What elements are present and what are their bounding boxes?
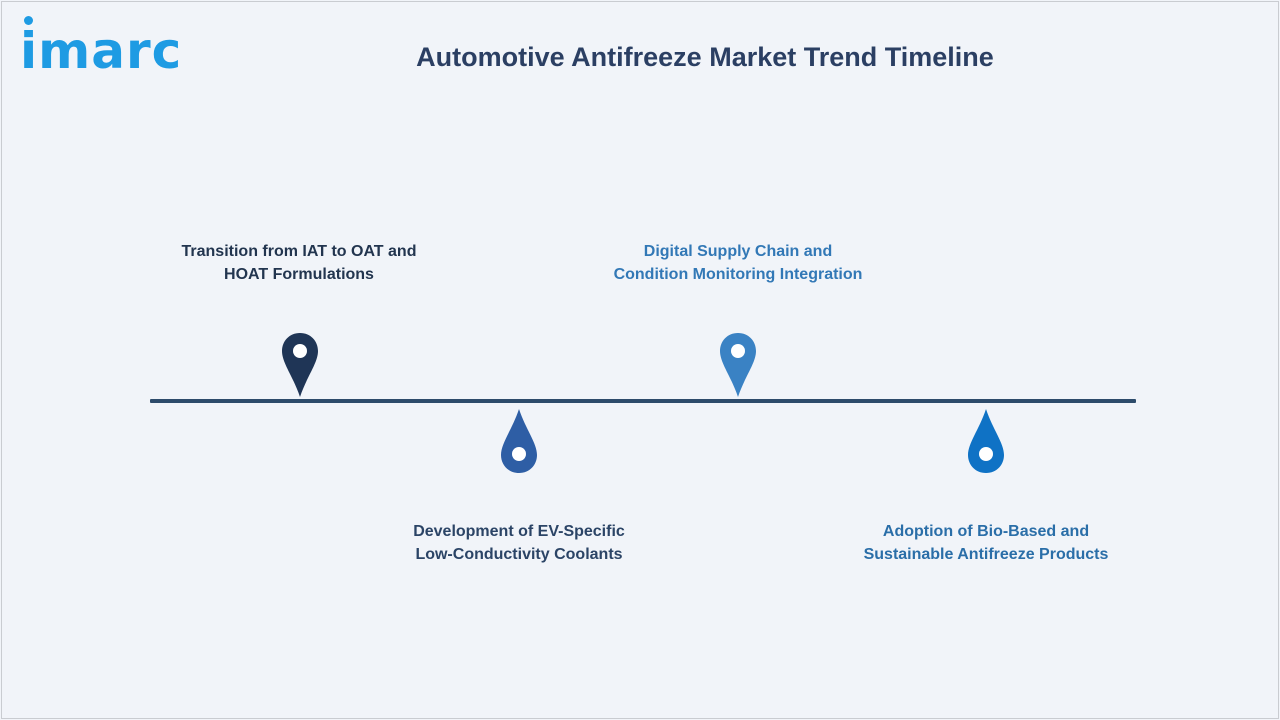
page-title: Automotive Antifreeze Market Trend Timel…: [416, 42, 994, 72]
timeline-pin-3: [719, 332, 757, 398]
imarc-logo: imarc: [20, 16, 200, 78]
timeline-pin-1: [281, 332, 319, 398]
timeline-label-4: Adoption of Bio-Based and Sustainable An…: [863, 523, 1109, 563]
timeline-label-2: Development of EV-Specific Low-Conductiv…: [413, 523, 625, 563]
timeline-pin-4: [967, 408, 1005, 474]
logo-dot: [24, 16, 33, 25]
timeline-line: [150, 399, 1136, 403]
timeline-pin-2: [500, 408, 538, 474]
timeline-label-1: Transition from IAT to OAT and HOAT Form…: [181, 243, 417, 283]
location-pin-icon: [720, 333, 756, 397]
logo-text: imarc: [20, 22, 183, 80]
location-pin-icon: [282, 333, 318, 397]
drop-pin-icon: [501, 409, 537, 473]
drop-pin-icon: [968, 409, 1004, 473]
timeline-label-3: Digital Supply Chain and Condition Monit…: [613, 243, 863, 283]
